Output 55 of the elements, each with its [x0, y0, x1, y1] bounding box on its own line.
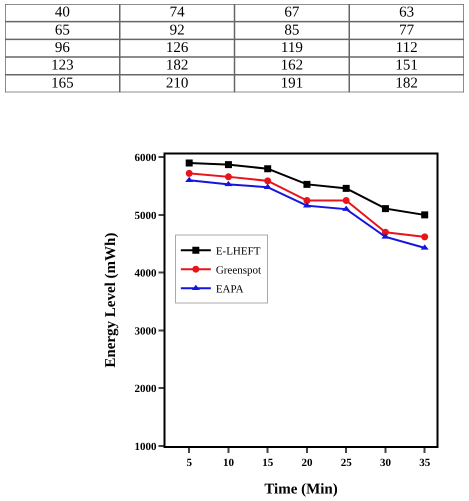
text: 119: [280, 40, 303, 56]
text: 182: [166, 58, 188, 74]
y-tick-label: 4000: [134, 268, 157, 280]
y-tick-label: 1000: [134, 440, 157, 453]
text: 182: [395, 75, 418, 92]
point: [224, 180, 232, 186]
point: [264, 165, 272, 172]
x-tick-label: 35: [419, 457, 431, 470]
point: [421, 211, 428, 218]
point: [303, 180, 310, 188]
point: [342, 184, 350, 192]
point: [224, 161, 232, 168]
point: [264, 177, 272, 184]
point: [420, 244, 429, 250]
text: 67: [284, 4, 300, 21]
x-tick-label: 15: [262, 457, 274, 470]
text: 191: [280, 75, 304, 92]
legend-label: EAPA: [216, 283, 244, 296]
text: 123: [51, 58, 74, 74]
x-tick-label: 25: [340, 457, 352, 470]
text: 96: [54, 40, 70, 56]
legend-label: Greenspot: [216, 264, 262, 276]
point: [381, 233, 390, 239]
point: [186, 159, 193, 166]
y-tick-label: 2000: [134, 383, 157, 396]
point: [421, 233, 428, 240]
text: 74: [170, 4, 186, 21]
point: [382, 205, 389, 212]
text: 63: [399, 4, 414, 21]
text: 162: [280, 58, 304, 74]
text: 65: [54, 22, 70, 38]
legend-label: E-LHEFT: [216, 245, 261, 258]
x-tick-label: 30: [380, 457, 392, 470]
text: 126: [166, 40, 189, 56]
y-tick-label: 3000: [134, 325, 157, 338]
text: 40: [54, 4, 70, 21]
x-tick-label: 10: [222, 457, 234, 470]
text: 165: [51, 75, 74, 92]
point: [224, 173, 232, 180]
text: 210: [166, 75, 188, 92]
text: 92: [170, 22, 185, 38]
y-tick-label: 5000: [134, 210, 157, 222]
text: 85: [284, 22, 300, 38]
x-tick-label: 5: [186, 457, 192, 470]
x-tick-label: 20: [301, 457, 313, 470]
text: 151: [395, 58, 418, 74]
y-tick-label: 6000: [134, 152, 157, 164]
x-axis-title: Time (Min): [264, 482, 338, 498]
point: [185, 176, 194, 182]
text: 77: [399, 22, 415, 38]
point: [186, 170, 193, 177]
y-axis-title: Energy Level (mWh): [103, 232, 120, 368]
point: [342, 196, 350, 204]
text: 112: [396, 40, 418, 56]
point: [303, 196, 310, 204]
